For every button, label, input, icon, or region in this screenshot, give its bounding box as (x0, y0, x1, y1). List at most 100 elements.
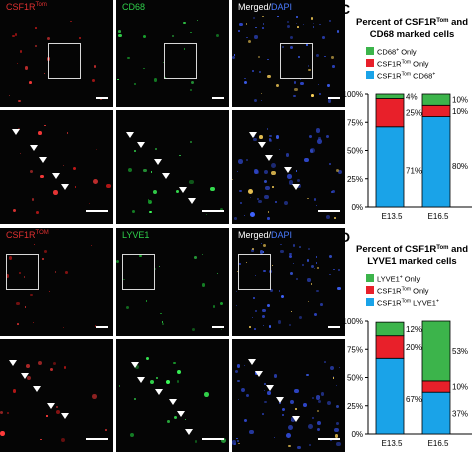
cell-speck (164, 77, 166, 79)
arrowhead-icon (185, 428, 193, 435)
micrograph-b-zoom-1 (0, 339, 113, 452)
cell-speck (254, 275, 256, 277)
cell-speck (92, 79, 96, 83)
roi-box (6, 254, 39, 290)
y-tick-label: 0% (351, 430, 363, 439)
cell-speck (297, 445, 301, 450)
cell-speck (149, 210, 152, 214)
chart-title-line-1-part: Percent of CSF1R (356, 244, 436, 255)
cell-speck (16, 62, 19, 65)
cell-speck (94, 325, 97, 327)
cell-speck (127, 57, 130, 60)
cell-speck (329, 20, 331, 22)
cell-speck (220, 438, 226, 444)
cell-speck (5, 274, 9, 278)
cell-speck (256, 197, 259, 200)
cell-speck (62, 326, 65, 329)
cell-speck (217, 273, 219, 275)
cell-speck (48, 290, 50, 292)
cell-speck (280, 294, 284, 298)
scale-bar (202, 438, 224, 440)
cell-speck (338, 366, 341, 368)
cell-speck (194, 256, 198, 259)
data-label: 12% (406, 325, 422, 334)
legend-swatch (366, 286, 374, 294)
cell-speck (248, 189, 254, 195)
cell-speck (277, 16, 279, 18)
cell-speck (13, 389, 17, 393)
arrowhead-icon (21, 372, 30, 379)
y-tick-label: 50% (347, 147, 363, 156)
legend-swatch (366, 298, 374, 306)
cell-speck (24, 306, 27, 309)
cell-speck (267, 74, 271, 79)
cell-speck (318, 84, 320, 86)
cell-speck (139, 254, 142, 258)
cell-speck (294, 388, 299, 393)
cell-speck (238, 30, 240, 32)
legend-label-part: CD68 (377, 48, 396, 57)
cell-speck (261, 15, 264, 18)
cell-speck (163, 61, 165, 63)
cell-speck (317, 427, 321, 431)
y-tick-label: 100% (343, 90, 363, 99)
cell-speck (234, 370, 238, 374)
cell-speck (262, 23, 264, 25)
data-label: 37% (452, 409, 468, 418)
cell-speck (0, 410, 4, 414)
cell-speck (264, 180, 268, 184)
arrowhead-icon (61, 183, 70, 190)
cell-speck (336, 168, 340, 173)
cell-speck (237, 399, 239, 401)
arrowhead-icon (136, 377, 145, 384)
micrograph-a-overview-3: Merged/DAPI (232, 0, 345, 107)
cell-speck (189, 89, 192, 92)
legend-label-part: Tom (402, 60, 411, 66)
cell-speck (204, 392, 209, 397)
y-tick-label: 75% (347, 345, 363, 354)
cell-speck (78, 37, 81, 40)
cell-speck (55, 405, 59, 409)
cell-speck (316, 128, 321, 133)
cell-speck (143, 67, 145, 70)
legend-label: CSF1RTom CD68+ (377, 72, 435, 81)
cell-speck (253, 169, 259, 174)
cell-speck (44, 249, 48, 253)
arrowhead-icon (60, 413, 69, 420)
cell-speck (244, 419, 248, 423)
cell-speck (171, 34, 174, 37)
cell-speck (248, 326, 251, 329)
legend-label-part: CSF1R (377, 72, 402, 81)
cell-speck (128, 168, 133, 173)
cell-speck (179, 154, 181, 157)
cell-speck (34, 45, 37, 48)
cell-speck (251, 249, 254, 252)
cell-speck (280, 249, 284, 254)
cell-speck (126, 306, 130, 310)
channel-label: LYVE1 (122, 230, 149, 240)
cell-speck (49, 367, 53, 371)
legend-label-part: LYVE1 (377, 275, 400, 284)
cell-speck (105, 183, 111, 189)
cell-speck (289, 35, 294, 40)
cell-speck (190, 80, 194, 84)
cell-speck (296, 23, 298, 25)
cell-speck (249, 211, 255, 217)
cell-speck (300, 81, 304, 85)
cell-speck (278, 290, 281, 292)
cell-speck (131, 209, 135, 213)
cell-speck (304, 157, 309, 163)
cell-speck (38, 131, 42, 135)
micrograph-a-zoom-1 (0, 110, 113, 224)
channel-label: CSF1RTom (6, 2, 47, 12)
cell-speck (243, 215, 245, 217)
cell-speck (154, 78, 158, 82)
cell-speck (36, 211, 39, 215)
cell-speck (293, 94, 296, 98)
cell-speck (37, 360, 43, 366)
data-label: 4% (406, 92, 418, 101)
cell-speck (269, 134, 272, 138)
panel-letter-c: C (340, 1, 351, 17)
cell-speck (244, 78, 246, 80)
legend-label-part: Only (403, 275, 421, 284)
